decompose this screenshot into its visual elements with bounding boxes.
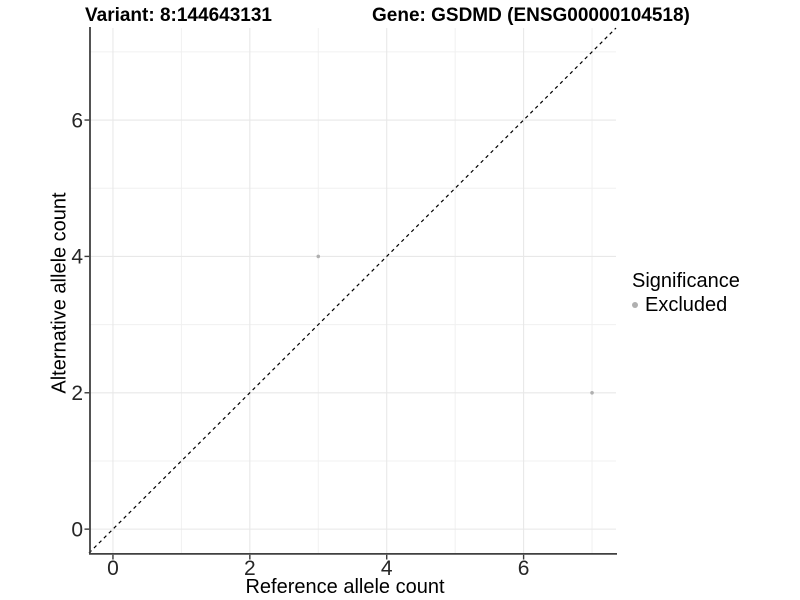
chart-title-variant: Variant: 8:144643131 [85,5,272,26]
legend: Significance Excluded [632,271,740,315]
legend-entry-label: Excluded [645,294,728,316]
x-tick-label: 6 [518,557,530,580]
legend-title: Significance [632,270,740,292]
x-axis-title: Reference allele count [245,576,445,598]
y-axis-title: Alternative allele count [48,192,71,394]
chart-title-gene: Gene: GSDMD (ENSG00000104518) [372,5,690,26]
identity-line [88,27,617,554]
excluded-point-icon [632,302,638,308]
data-point [316,254,321,259]
y-tick-label: 4 [71,246,83,269]
x-tick-label: 4 [381,557,393,580]
y-tick-label: 0 [71,518,83,541]
y-tick-label: 6 [71,109,83,132]
y-tick-label: 2 [71,382,83,405]
x-tick-label: 2 [244,557,256,580]
legend-entry-excluded: Excluded [632,295,740,315]
data-point [590,390,594,395]
x-tick-label: 0 [107,557,119,580]
